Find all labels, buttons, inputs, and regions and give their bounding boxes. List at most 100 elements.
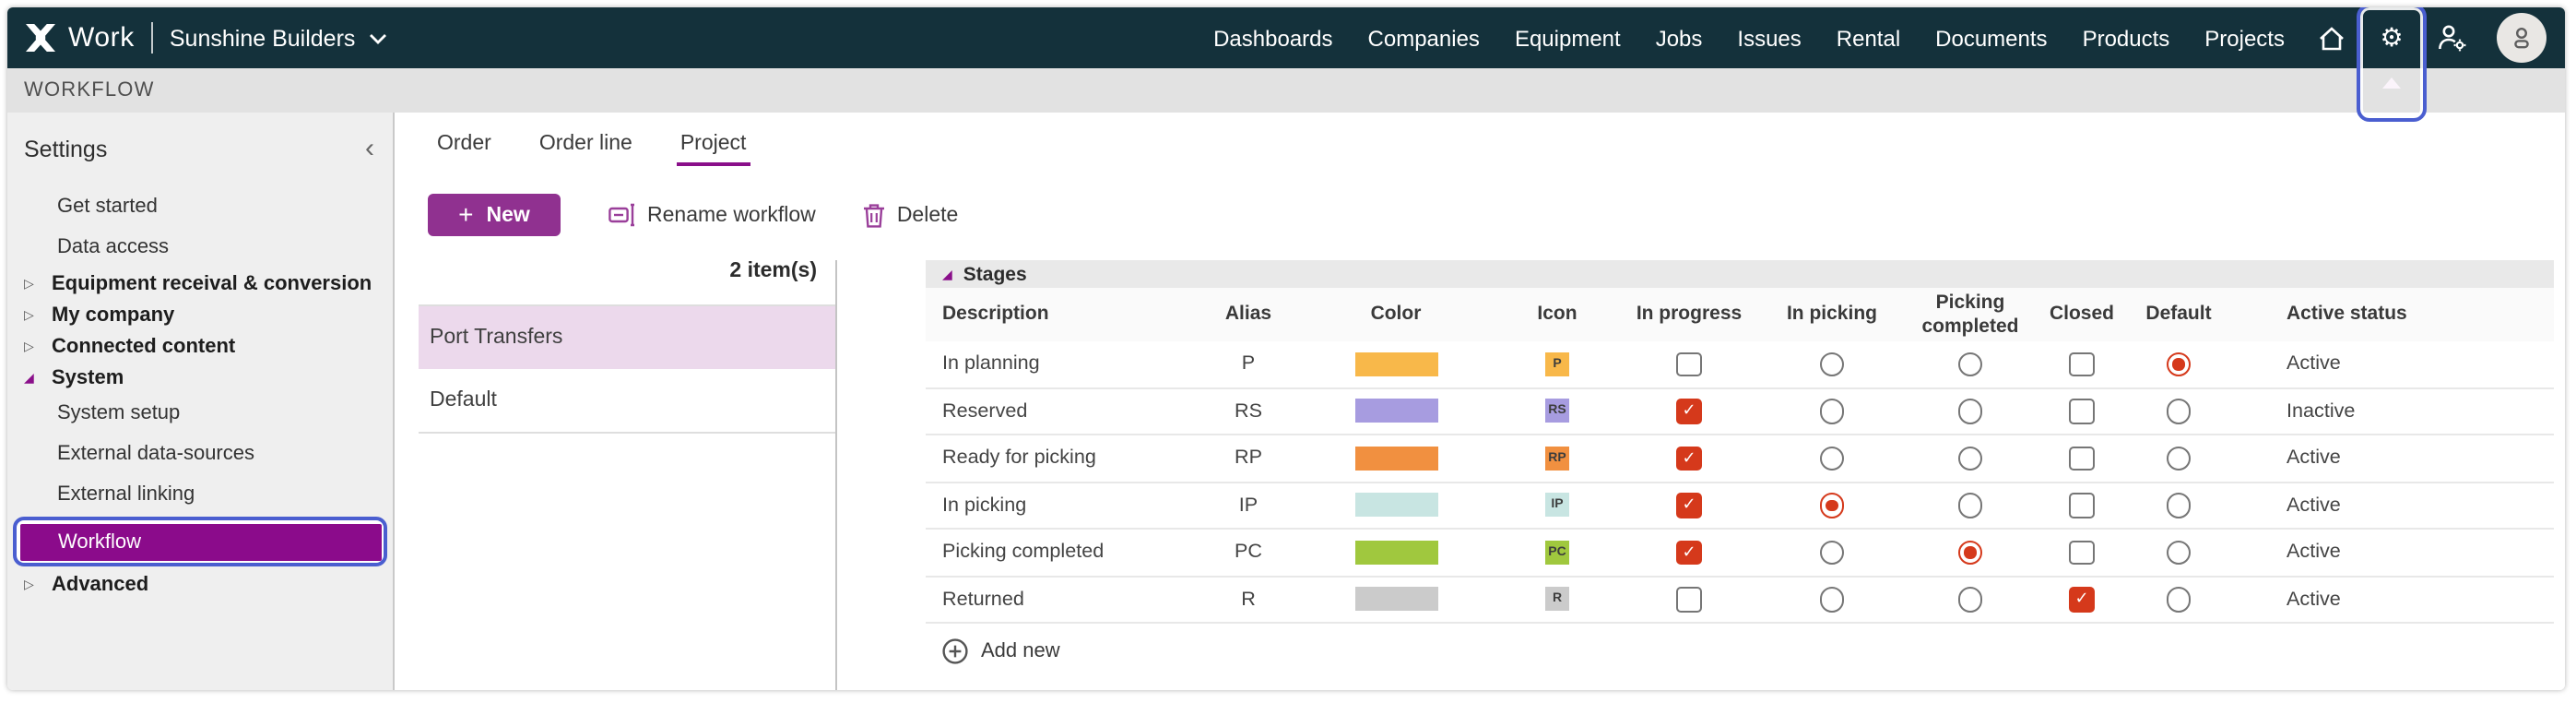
closed-checkbox[interactable]: ✓ [2069, 446, 2095, 471]
list-item-port-transfers[interactable]: Port Transfers [419, 304, 835, 369]
nav-item-companies[interactable]: Companies [1367, 25, 1480, 51]
stage-color-swatch[interactable] [1354, 446, 1437, 471]
collapse-sidebar-icon[interactable]: ‹ [365, 133, 374, 164]
closed-checkbox[interactable]: ✓ [2069, 399, 2095, 423]
stage-description-cell: In planning [942, 352, 1040, 375]
nav-item-jobs[interactable]: Jobs [1655, 25, 1703, 51]
tab-project[interactable]: Project [676, 133, 750, 166]
in-progress-cell: ✓ [1617, 493, 1761, 518]
in-progress-checkbox[interactable]: ✓ [1676, 587, 1702, 612]
stage-alias-cell: RP [1235, 447, 1262, 470]
company-switcher[interactable]: Sunshine Builders [170, 25, 387, 51]
closed-checkbox[interactable]: ✓ [2069, 540, 2095, 565]
stage-description-cell: Ready for picking [942, 447, 1096, 470]
tab-order-line[interactable]: Order line [538, 133, 632, 155]
picking-completed-radio[interactable] [1957, 446, 1983, 471]
default-radio[interactable] [2166, 587, 2192, 612]
nav-item-equipment[interactable]: Equipment [1514, 25, 1621, 51]
nav-item-projects[interactable]: Projects [2204, 25, 2285, 51]
nav-item-dashboards[interactable]: Dashboards [1213, 25, 1333, 51]
nav-item-rental[interactable]: Rental [1836, 25, 1901, 51]
delete-button[interactable]: Delete [864, 202, 958, 228]
sidebar-item-my-company[interactable]: ▷ My company [7, 299, 393, 330]
picking-completed-radio[interactable] [1957, 587, 1983, 612]
in-picking-radio[interactable] [1819, 399, 1845, 423]
sidebar-item-connected-content[interactable]: ▷ Connected content [7, 330, 393, 362]
add-new-button[interactable]: Add new [926, 624, 2554, 679]
active-status-cell: Active [2286, 352, 2341, 375]
tab-order[interactable]: Order [437, 133, 491, 155]
stage-color-swatch[interactable] [1354, 352, 1437, 376]
home-icon[interactable] [2314, 21, 2347, 54]
nav-item-products[interactable]: Products [2082, 25, 2170, 51]
stage-color-swatch[interactable] [1354, 399, 1437, 423]
nav-item-documents[interactable]: Documents [1935, 25, 2048, 51]
stage-description-cell: Reserved [942, 399, 1028, 423]
sidebar-item-get-started[interactable]: Get started [7, 186, 393, 227]
workflow-list: Port Transfers Default [419, 297, 835, 434]
sidebar-item-external-linking[interactable]: External linking [7, 474, 393, 515]
avatar[interactable] [2497, 13, 2546, 63]
stage-color-swatch[interactable] [1354, 493, 1437, 518]
in-picking-radio[interactable] [1819, 493, 1845, 518]
sidebar-title: Settings [24, 137, 108, 162]
rename-icon [609, 203, 634, 227]
collapsed-triangle-icon: ▷ [24, 309, 34, 322]
default-radio[interactable] [2166, 399, 2192, 423]
app-logo: Work [26, 22, 135, 54]
sidebar-item-advanced[interactable]: ▷ Advanced [7, 568, 393, 600]
in-picking-radio[interactable] [1819, 446, 1845, 471]
in-progress-checkbox[interactable]: ✓ [1676, 493, 1702, 518]
sidebar-item-workflow[interactable]: Workflow [19, 523, 381, 560]
in-progress-checkbox[interactable]: ✓ [1676, 399, 1702, 423]
in-picking-radio[interactable] [1819, 587, 1845, 612]
picking-completed-radio[interactable] [1957, 399, 1983, 423]
col-alias: Alias [1224, 303, 1272, 326]
sidebar-item-label: Connected content [52, 335, 236, 357]
stage-color-swatch[interactable] [1354, 540, 1437, 565]
rename-workflow-button[interactable]: Rename workflow [609, 203, 816, 227]
tooltip-caret [2382, 77, 2401, 88]
col-description: Description [942, 303, 1049, 326]
sidebar-item-label: System setup [57, 402, 181, 424]
new-button[interactable]: + New [428, 194, 561, 236]
picking-completed-radio[interactable] [1957, 540, 1983, 565]
sidebar-item-equipment-receival-conversion[interactable]: ▷ Equipment receival & conversion [7, 268, 393, 299]
closed-checkbox[interactable]: ✓ [2069, 587, 2095, 612]
active-status-cell: Active [2286, 447, 2341, 470]
sidebar-item-system-setup[interactable]: System setup [7, 393, 393, 434]
stage-description-cell: Returned [942, 588, 1024, 611]
stage-color-swatch[interactable] [1354, 587, 1437, 612]
closed-cell: ✓ [2038, 446, 2126, 471]
default-radio[interactable] [2166, 540, 2192, 565]
in-picking-radio[interactable] [1819, 352, 1845, 376]
table-row-in-planning: In planning P P ✓ ✓ Active [926, 341, 2554, 388]
stages-group-header[interactable]: ◢ Stages [926, 260, 2554, 288]
in-progress-checkbox[interactable]: ✓ [1676, 446, 1702, 471]
trash-icon [864, 203, 885, 227]
gear-icon[interactable]: ⚙ [2380, 22, 2404, 52]
picking-completed-radio[interactable] [1957, 493, 1983, 518]
in-picking-radio[interactable] [1819, 540, 1845, 565]
plus-circle-icon [942, 638, 968, 664]
nav-item-issues[interactable]: Issues [1737, 25, 1802, 51]
in-progress-checkbox[interactable]: ✓ [1676, 352, 1702, 376]
closed-checkbox[interactable]: ✓ [2069, 352, 2095, 376]
default-radio[interactable] [2166, 352, 2192, 376]
stage-color-cell [1294, 493, 1497, 518]
sidebar-item-external-data-sources[interactable]: External data-sources [7, 434, 393, 474]
closed-checkbox[interactable]: ✓ [2069, 493, 2095, 518]
in-progress-checkbox[interactable]: ✓ [1676, 540, 1702, 565]
sidebar-item-data-access[interactable]: Data access [7, 227, 393, 268]
toolbar: + New Rename workflow [395, 194, 2565, 236]
sidebar-item-system[interactable]: ◢ System [7, 362, 393, 393]
user-settings-icon[interactable] [2436, 21, 2469, 54]
default-radio[interactable] [2166, 493, 2192, 518]
stage-icon-cell: P [1497, 352, 1617, 376]
item-count: 2 item(s) [729, 260, 817, 282]
picking-completed-radio[interactable] [1957, 352, 1983, 376]
list-item-default[interactable]: Default [419, 369, 835, 434]
default-radio[interactable] [2166, 446, 2192, 471]
in-progress-cell: ✓ [1617, 446, 1761, 471]
